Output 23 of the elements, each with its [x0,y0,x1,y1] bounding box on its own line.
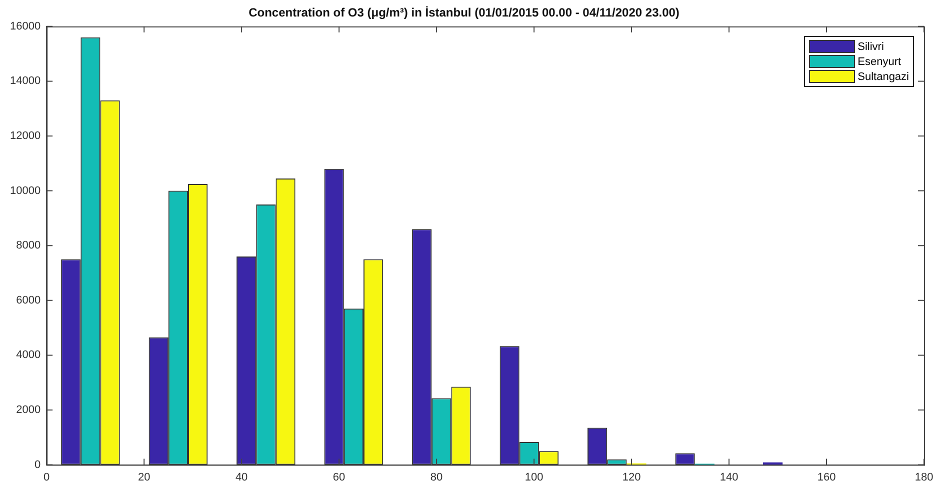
y-tick-label: 2000 [16,404,41,416]
y-tick-label: 16000 [10,20,41,32]
x-tick-label: 80 [430,471,443,484]
legend-label: Sultangazi [858,70,909,83]
legend-label: Silivri [858,40,884,53]
x-tick-label: 180 [914,471,934,484]
x-tick-label: 120 [622,471,641,484]
x-tick-label: 60 [332,471,346,484]
y-tick-label: 4000 [16,349,41,362]
chart-title: Concentration of O3 (μg/m³) in İstanbul (01/01/2015 00.00 - 04/11/2020 23.00) [248,6,680,20]
x-tick-label: 160 [817,471,836,484]
y-tick-label: 6000 [16,294,41,306]
y-tick-label: 12000 [10,130,41,142]
x-tick-label: 140 [720,471,738,484]
x-tick-label: 100 [524,471,544,484]
y-tick-label: 0 [34,458,41,471]
y-tick-label: 14000 [10,75,41,88]
legend-label: Esenyurt [858,56,902,68]
y-tick-label: 10000 [10,184,41,197]
x-tick-label: 20 [138,471,150,484]
x-tick-label: 0 [44,471,50,484]
y-tick-label: 8000 [16,240,41,252]
x-tick-label: 40 [235,471,248,484]
